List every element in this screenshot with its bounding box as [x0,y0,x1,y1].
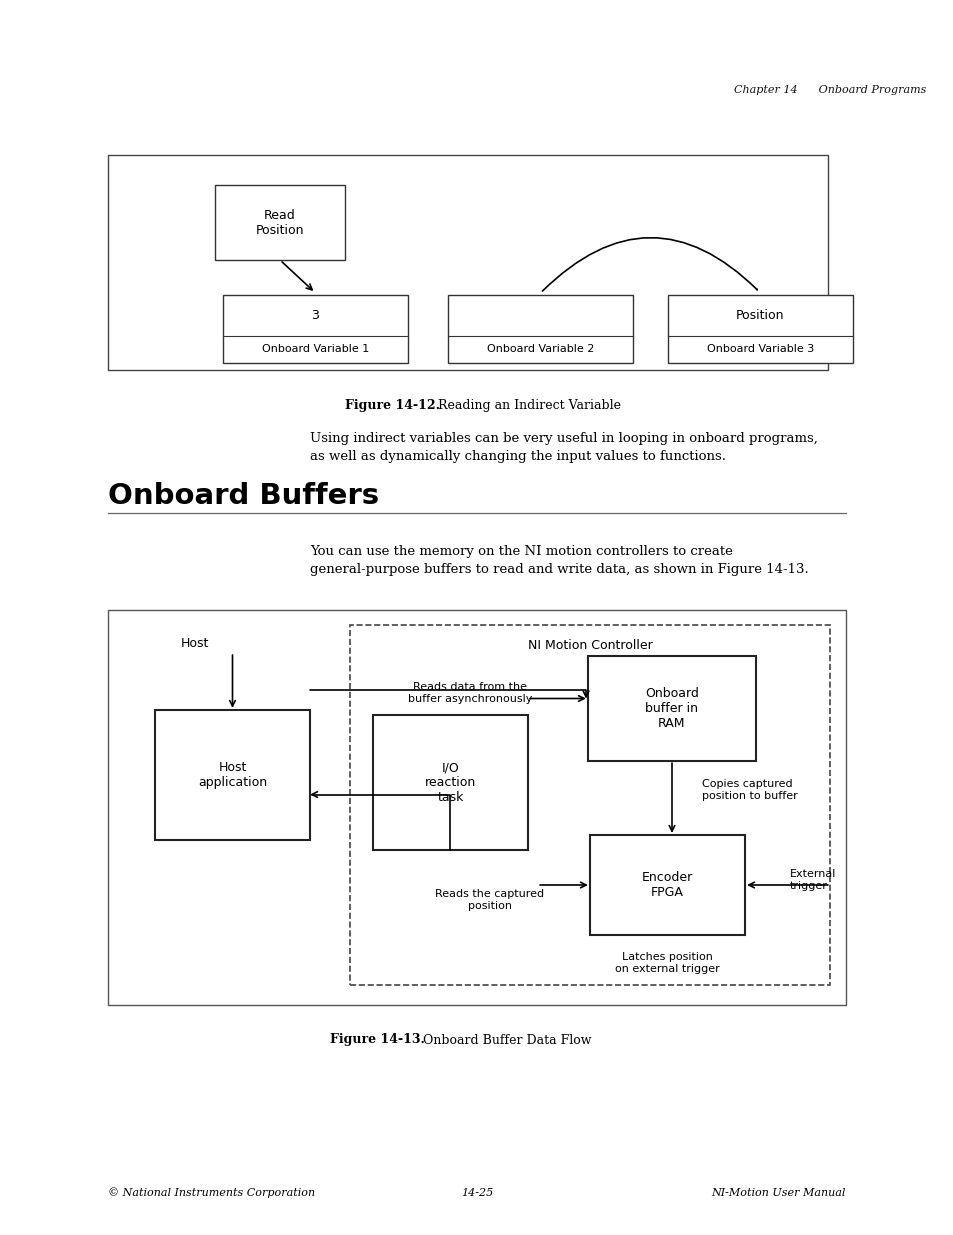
Text: Reads data from the
buffer asynchronously: Reads data from the buffer asynchronousl… [407,682,532,704]
Text: Onboard Buffers: Onboard Buffers [108,482,378,510]
Text: External
trigger: External trigger [789,869,836,890]
Text: Host: Host [181,636,209,650]
Text: 3: 3 [312,309,319,322]
Text: I/O
reaction
task: I/O reaction task [424,761,476,804]
Text: Onboard Variable 1: Onboard Variable 1 [262,345,369,354]
Text: © National Instruments Corporation: © National Instruments Corporation [108,1188,314,1198]
Text: Onboard Variable 3: Onboard Variable 3 [706,345,813,354]
FancyBboxPatch shape [448,295,633,363]
Text: Onboard Buffer Data Flow: Onboard Buffer Data Flow [415,1034,591,1046]
FancyBboxPatch shape [214,185,345,261]
Text: Host
application: Host application [197,761,267,789]
Text: Figure 14-12.: Figure 14-12. [345,399,439,411]
Text: Reads the captured
position: Reads the captured position [435,889,544,910]
Text: 14-25: 14-25 [460,1188,493,1198]
Text: Encoder
FPGA: Encoder FPGA [641,871,693,899]
Text: Position: Position [736,309,784,322]
Text: NI-Motion User Manual: NI-Motion User Manual [711,1188,845,1198]
FancyBboxPatch shape [667,295,852,363]
Text: Latches position
on external trigger: Latches position on external trigger [615,952,720,974]
Text: Onboard Variable 2: Onboard Variable 2 [486,345,594,354]
FancyArrowPatch shape [542,237,757,291]
FancyBboxPatch shape [154,710,310,840]
Text: Copies captured
position to buffer: Copies captured position to buffer [701,779,797,800]
Text: Read
Position: Read Position [255,209,304,236]
FancyBboxPatch shape [108,610,845,1005]
FancyBboxPatch shape [108,156,827,370]
Text: Reading an Indirect Variable: Reading an Indirect Variable [430,399,620,411]
Text: NI Motion Controller: NI Motion Controller [527,638,652,652]
FancyBboxPatch shape [589,835,744,935]
FancyBboxPatch shape [587,656,755,761]
Text: Figure 14-13.: Figure 14-13. [330,1034,424,1046]
Text: Chapter 14      Onboard Programs: Chapter 14 Onboard Programs [733,85,925,95]
FancyBboxPatch shape [223,295,408,363]
Text: Onboard
buffer in
RAM: Onboard buffer in RAM [644,687,699,730]
FancyBboxPatch shape [373,715,527,850]
Text: Using indirect variables can be very useful in looping in onboard programs,
as w: Using indirect variables can be very use… [310,432,817,463]
Text: You can use the memory on the NI motion controllers to create
general-purpose bu: You can use the memory on the NI motion … [310,545,808,576]
